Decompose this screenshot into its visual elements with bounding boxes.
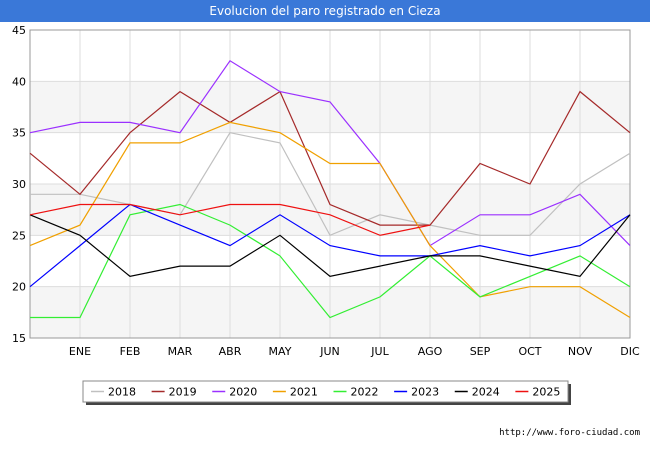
x-tick-label: FEB: [120, 345, 141, 358]
y-tick-label: 15: [12, 332, 26, 345]
y-tick-label: 30: [12, 178, 26, 191]
x-axis-ticks: ENE FEB MAR ABR MAY JUN JUL AGO SEP OCT NOV DIC: [69, 345, 640, 358]
legend-label-2025: 2025: [532, 386, 560, 399]
x-tick-label: MAY: [269, 345, 292, 358]
series-lines: [29, 59, 631, 319]
x-tick-label: OCT: [518, 345, 541, 358]
y-tick-label: 40: [12, 75, 26, 88]
legend-label-2020: 2020: [229, 386, 257, 399]
y-axis-ticks: 15 20 25 30 35 40 45: [12, 24, 26, 345]
legend-label-2024: 2024: [472, 386, 500, 399]
legend-box: [82, 380, 569, 403]
series-line-2021: [29, 121, 631, 319]
legend-label-2019: 2019: [169, 386, 197, 399]
legend-label-2018: 2018: [108, 386, 136, 399]
x-tick-label: JUL: [370, 345, 389, 358]
legend-label-2022: 2022: [351, 386, 379, 399]
legend: 2018 2019 2020 2021 2022 2023 2024 2025: [82, 380, 571, 405]
x-tick-label: JUN: [319, 345, 340, 358]
plot-frame: [29, 29, 631, 339]
series-line-2019: [29, 90, 631, 226]
y-tick-label: 45: [12, 24, 26, 37]
x-tick-label: NOV: [568, 345, 593, 358]
chart-title: Evolucion del paro registrado en Cieza: [0, 0, 650, 22]
x-tick-label: SEP: [470, 345, 491, 358]
legend-label-2021: 2021: [290, 386, 318, 399]
series-line-2024: [29, 214, 631, 278]
plot-border: [29, 29, 631, 339]
y-tick-label: 20: [12, 281, 26, 294]
x-tick-label: ABR: [219, 345, 242, 358]
series-line-2020: [29, 59, 631, 247]
series-line-2022: [30, 203, 631, 319]
x-tick-label: AGO: [418, 345, 443, 358]
y-tick-label: 25: [12, 229, 26, 242]
legend-label-2023: 2023: [411, 386, 439, 399]
x-tick-label: MAR: [168, 345, 193, 358]
x-tick-label: ENE: [69, 345, 91, 358]
y-tick-label: 35: [12, 127, 26, 140]
x-tick-label: DIC: [620, 345, 640, 358]
source-url: http://www.foro-ciudad.com: [499, 428, 640, 438]
series-line-2025: [29, 203, 431, 236]
